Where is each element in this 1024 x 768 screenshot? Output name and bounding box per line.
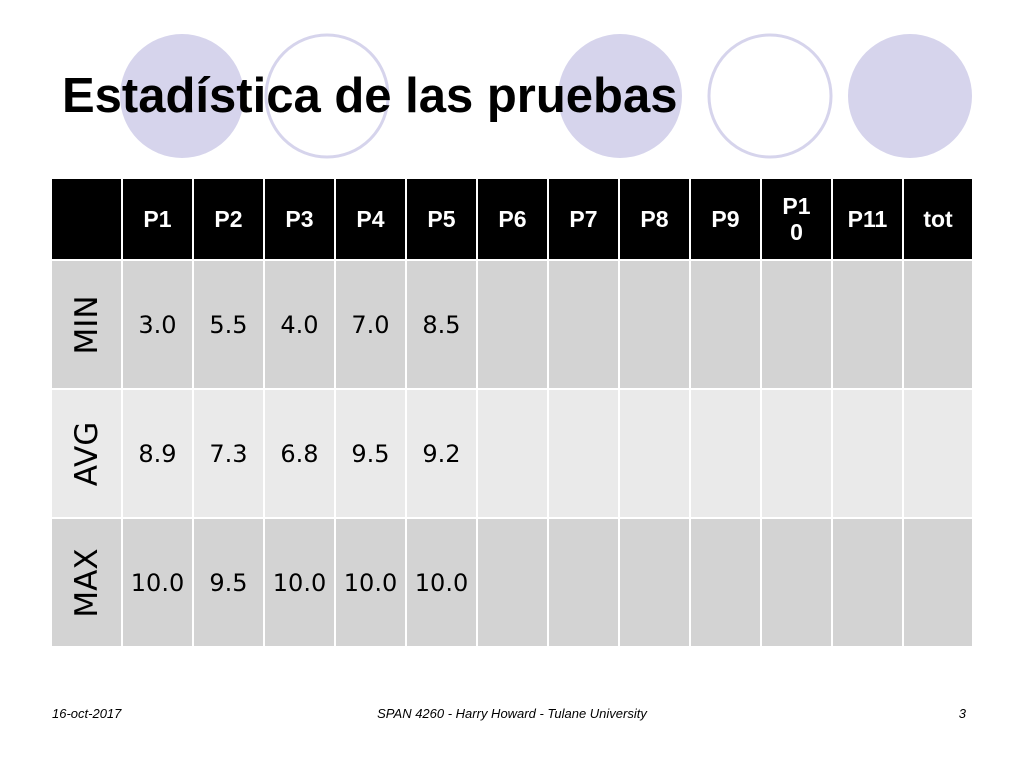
table-cell: 10.0 <box>335 517 407 646</box>
row-label-cell: MAX <box>52 517 123 646</box>
header-cell: P6 <box>477 179 549 260</box>
statistics-table: P1 P2 P3 P4 P5 P6 P7 P8 P9 P10 P11 tot M… <box>52 179 972 646</box>
table-cell <box>548 388 620 518</box>
row-label: MAX <box>68 547 105 618</box>
header-row: P1 P2 P3 P4 P5 P6 P7 P8 P9 P10 P11 tot <box>52 179 972 260</box>
table-cell: 3.0 <box>122 259 194 389</box>
table-cell <box>761 388 833 518</box>
header-cell: P11 <box>832 179 904 260</box>
table-cell <box>619 259 691 389</box>
header-cell: tot <box>903 179 972 260</box>
table-row-max: MAX 10.0 9.5 10.0 10.0 10.0 <box>52 517 972 646</box>
table-cell <box>477 259 549 389</box>
table-cell <box>903 517 972 646</box>
table-cell <box>548 259 620 389</box>
row-label: AVG <box>68 421 105 486</box>
row-label-cell: AVG <box>52 388 123 518</box>
table-cell <box>761 517 833 646</box>
table-cell <box>690 259 762 389</box>
table-cell: 8.9 <box>122 388 194 518</box>
table-row-min: MIN 3.0 5.5 4.0 7.0 8.5 <box>52 259 972 389</box>
table-cell <box>832 259 904 389</box>
table-cell: 7.3 <box>193 388 265 518</box>
table-cell <box>690 517 762 646</box>
ring-circle-2 <box>707 33 833 159</box>
header-cell: P5 <box>406 179 478 260</box>
footer-course: SPAN 4260 - Harry Howard - Tulane Univer… <box>377 706 647 721</box>
header-cell: P2 <box>193 179 265 260</box>
table-cell: 9.5 <box>335 388 407 518</box>
table-cell: 10.0 <box>264 517 336 646</box>
header-corner <box>52 179 123 260</box>
footer-date: 16-oct-2017 <box>52 706 122 721</box>
slide-title: Estadística de las pruebas <box>62 69 678 123</box>
filled-circle-3 <box>848 34 972 158</box>
table-cell <box>761 259 833 389</box>
footer-page-number: 3 <box>958 706 966 721</box>
table-cell: 4.0 <box>264 259 336 389</box>
table-cell <box>832 388 904 518</box>
table-cell <box>690 388 762 518</box>
row-label-cell: MIN <box>52 259 123 389</box>
header-cell: P7 <box>548 179 620 260</box>
filled-circle-1 <box>120 34 244 158</box>
header-cell: P1 <box>122 179 194 260</box>
header-cell: P3 <box>264 179 336 260</box>
table-cell: 8.5 <box>406 259 478 389</box>
header-cell: P4 <box>335 179 407 260</box>
table-cell <box>619 517 691 646</box>
table-cell: 10.0 <box>122 517 194 646</box>
ring-circle-1 <box>264 33 390 159</box>
table-cell <box>477 517 549 646</box>
table-cell: 6.8 <box>264 388 336 518</box>
table-cell: 10.0 <box>406 517 478 646</box>
table-cell: 5.5 <box>193 259 265 389</box>
table-cell <box>903 388 972 518</box>
table-cell: 9.5 <box>193 517 265 646</box>
header-cell: P9 <box>690 179 762 260</box>
header-cell: P8 <box>619 179 691 260</box>
table-row-avg: AVG 8.9 7.3 6.8 9.5 9.2 <box>52 388 972 518</box>
table-cell <box>619 388 691 518</box>
header-cell: P10 <box>761 179 833 260</box>
table-cell <box>903 259 972 389</box>
table-cell <box>477 388 549 518</box>
table-cell <box>548 517 620 646</box>
row-label: MIN <box>68 294 105 355</box>
decorative-circles <box>120 33 972 159</box>
filled-circle-2 <box>558 34 682 158</box>
table-cell <box>832 517 904 646</box>
table-cell: 7.0 <box>335 259 407 389</box>
table-cell: 9.2 <box>406 388 478 518</box>
